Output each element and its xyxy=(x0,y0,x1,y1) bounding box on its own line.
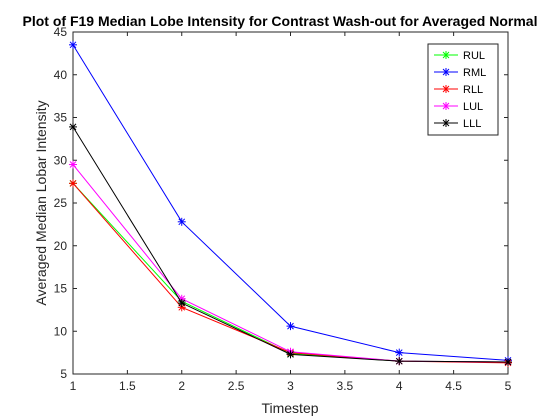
data-point-rml xyxy=(395,348,404,357)
legend-marker-rul xyxy=(442,51,450,59)
legend-label-rml: RML xyxy=(463,67,486,79)
series-lines xyxy=(69,40,512,367)
x-tick-label: 1.5 xyxy=(119,379,136,393)
x-tick-label: 2.5 xyxy=(228,379,245,393)
y-tick-label: 35 xyxy=(54,111,68,125)
y-tick-label: 25 xyxy=(54,196,68,210)
x-tick-label: 3 xyxy=(287,379,294,393)
legend-marker-lll xyxy=(442,119,450,127)
data-point-rml xyxy=(286,322,295,331)
legend-label-rul: RUL xyxy=(463,50,485,62)
data-point-lll xyxy=(504,358,512,367)
y-tick-label: 15 xyxy=(54,282,68,296)
x-tick-label: 5 xyxy=(505,379,512,393)
x-tick-label: 4.5 xyxy=(445,379,462,393)
data-point-lll xyxy=(69,122,77,131)
y-axis-label: Averaged Median Lobar Intensity xyxy=(33,100,49,305)
data-point-lul xyxy=(69,160,77,169)
data-point-lll xyxy=(177,299,186,308)
legend-marker-lul xyxy=(442,102,450,110)
legend-label-rll: RLL xyxy=(463,84,483,96)
chart-title: Plot of F19 Median Lobe Intensity for Co… xyxy=(23,13,538,29)
y-tick-label: 40 xyxy=(54,68,68,82)
axis-ticks: 1 1.5 2 2.5 3 3.5 4 4.5 5 5 10 15 20 25 30 35 40 45 xyxy=(54,25,512,393)
x-axis-label: Timestep xyxy=(261,400,318,416)
data-point-lll xyxy=(395,357,404,366)
data-point-rml xyxy=(177,217,186,226)
data-point-lll xyxy=(286,350,295,359)
legend-label-lul: LUL xyxy=(463,101,483,113)
legend-marker-rml xyxy=(442,68,450,76)
data-point-rll xyxy=(69,179,77,188)
legend-label-lll: LLL xyxy=(463,118,481,130)
y-tick-label: 45 xyxy=(54,25,68,39)
y-tick-label: 5 xyxy=(60,367,67,381)
y-tick-label: 20 xyxy=(54,239,68,253)
x-tick-label: 1 xyxy=(70,379,77,393)
x-tick-label: 2 xyxy=(178,379,185,393)
y-tick-label: 10 xyxy=(54,324,68,338)
x-tick-label: 4 xyxy=(396,379,403,393)
data-point-rml xyxy=(69,40,77,49)
x-tick-label: 3.5 xyxy=(337,379,354,393)
legend: RUL RML RLL LUL LLL xyxy=(427,43,499,136)
legend-marker-rll xyxy=(442,85,450,93)
y-tick-label: 30 xyxy=(54,153,68,167)
